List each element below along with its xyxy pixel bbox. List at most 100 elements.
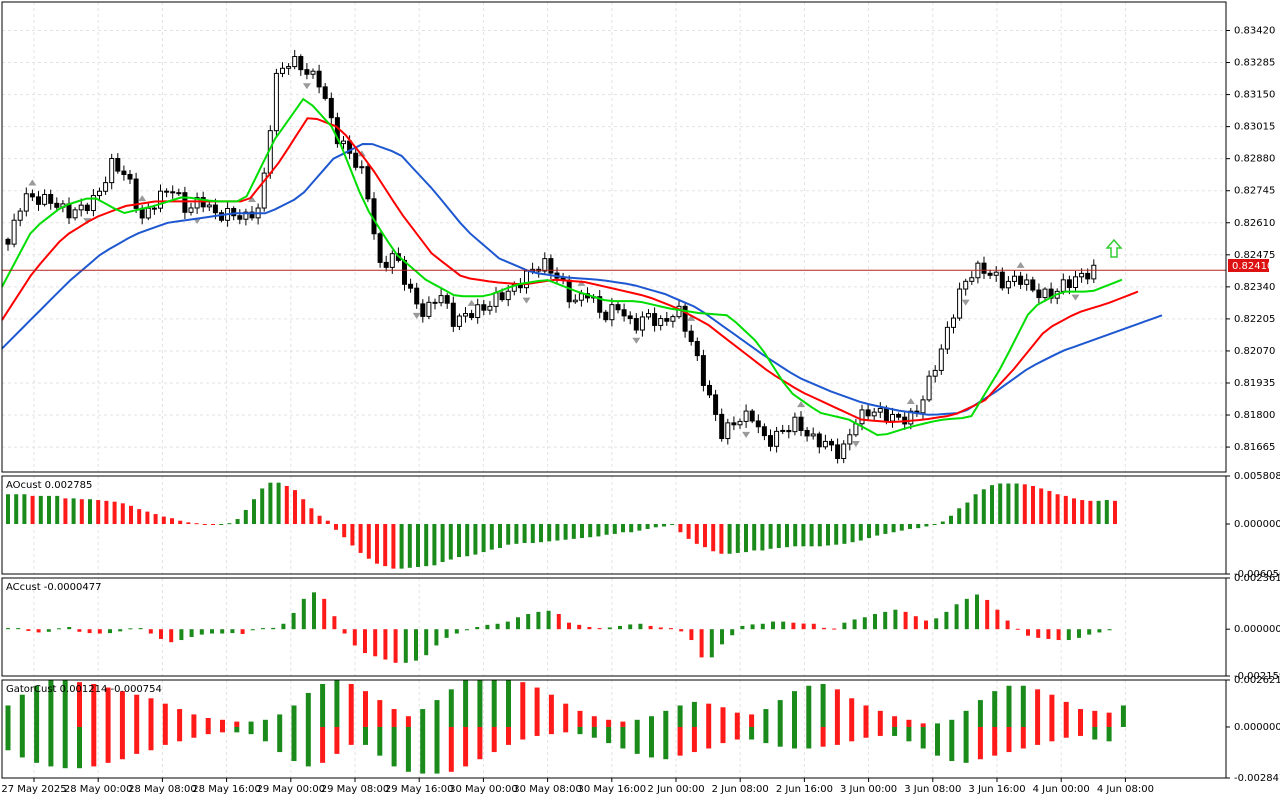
ac-histogram-bar (189, 629, 194, 637)
price-axis-label: 0.83015 (1234, 122, 1275, 133)
ac-histogram-bar (393, 629, 398, 663)
ac-histogram-bar (934, 618, 939, 630)
price-axis-label: 0.82475 (1234, 250, 1275, 261)
candle-bull (11, 219, 17, 245)
fractal-down-marker (302, 83, 311, 90)
gator-upper-bar (1106, 712, 1112, 727)
ao-histogram-bar (30, 495, 35, 524)
gator-lower-bar (691, 726, 697, 753)
candle-bear (621, 309, 627, 317)
gator-lower-bar (1106, 726, 1112, 742)
candle-bear (231, 207, 237, 217)
ac-histogram-bar (373, 629, 378, 657)
ac-histogram-bar (862, 617, 867, 630)
gator-upper-bar (992, 691, 998, 727)
candle-bear (688, 330, 694, 342)
gator-upper-bar (906, 719, 912, 727)
candle-bear (1018, 275, 1024, 285)
candle-bull (969, 277, 975, 282)
candle-bear (121, 170, 127, 175)
candle-bull (890, 413, 895, 422)
ao-histogram-bar (325, 520, 330, 524)
ao-histogram-bar (293, 490, 297, 524)
candle-bull (493, 292, 499, 307)
candle-bull (993, 271, 999, 276)
fractal-down-marker (851, 440, 860, 447)
ao-histogram-bar (79, 499, 84, 524)
candle-bear (414, 287, 420, 305)
ac-histogram-bar (57, 628, 61, 630)
gator-pane-frame (1, 679, 1227, 779)
gator-lower-bar (606, 726, 612, 744)
ao-histogram-bar (481, 524, 486, 553)
ac-histogram-bar (832, 628, 837, 630)
ao-histogram-bar (260, 488, 265, 524)
candle-bull (1012, 275, 1017, 282)
ao-histogram-bar (375, 524, 379, 564)
candle-bull (158, 190, 163, 209)
candle-bear (713, 394, 719, 415)
ao-histogram-bar (801, 524, 806, 547)
ao-histogram-bar (71, 498, 76, 524)
candle-bear (402, 259, 407, 285)
candle-bull (780, 429, 786, 432)
gator-lower-bar (248, 726, 254, 735)
gator-upper-bar (834, 689, 840, 727)
price-axis-label: 0.83150 (1234, 90, 1275, 101)
ac-histogram-bar (199, 629, 204, 635)
candle-bear (481, 304, 487, 311)
candle-bull (951, 317, 956, 328)
ao-histogram-bar (899, 524, 904, 531)
ACcust-axis-label: -0.0021594 (1234, 671, 1280, 682)
gator-lower-bar (806, 726, 812, 749)
gator-upper-bar (119, 691, 125, 727)
candle-bull (1024, 279, 1030, 285)
ao-histogram-bar (440, 524, 445, 563)
ac-histogram-bar (628, 624, 633, 630)
price-axis-label: 0.83285 (1234, 58, 1275, 69)
gator-upper-bar (1035, 689, 1041, 727)
ao-histogram-bar (612, 524, 617, 534)
ac-histogram-bar (760, 623, 765, 630)
candle-bull (72, 209, 78, 219)
gator-upper-bar (563, 703, 569, 727)
ac-histogram-bar (699, 629, 704, 658)
ac-histogram-bar (465, 629, 469, 631)
gator-upper-bar (234, 721, 240, 727)
candle-bull (841, 443, 847, 460)
gator-lower-bar (5, 726, 11, 751)
GatorCust-axis-label: 0.000000 (1234, 722, 1280, 733)
ac-pane[interactable] (6, 592, 1112, 663)
ac-histogram-bar (414, 629, 418, 661)
gator-upper-bar (591, 716, 597, 727)
gator-lower-bar (663, 726, 669, 760)
GatorCust-axis-label: 0.002621 (1234, 675, 1280, 686)
gator-lower-bar (48, 726, 54, 767)
ao-histogram-bar (1022, 484, 1027, 524)
ac-histogram-bar (87, 629, 92, 634)
price-axis-label: 0.81800 (1234, 410, 1275, 421)
ao-pane[interactable] (6, 482, 1117, 569)
gator-lower-bar (463, 726, 469, 767)
gator-pane[interactable] (5, 680, 1126, 774)
ao-histogram-bar (465, 524, 470, 557)
x-axis-label: 27 May 2025 (1, 784, 66, 795)
gator-upper-bar (677, 705, 683, 727)
ao-histogram-bar (498, 524, 502, 548)
ac-histogram-bar (16, 628, 21, 630)
gator-upper-bar (19, 694, 25, 727)
ac-histogram-bar (312, 592, 316, 630)
gator-upper-bar (391, 709, 397, 727)
ao-histogram-bar (809, 524, 814, 547)
gator-lower-bar (749, 726, 755, 740)
candle-bear (66, 203, 72, 219)
ac-histogram-bar (148, 629, 153, 634)
gator-lower-bar (220, 726, 225, 733)
candle-bear (1030, 279, 1036, 291)
ac-histogram-bar (77, 629, 82, 632)
main-price-pane[interactable] (1, 50, 1226, 464)
candle-bull (871, 411, 877, 417)
candle-bear (829, 440, 834, 446)
